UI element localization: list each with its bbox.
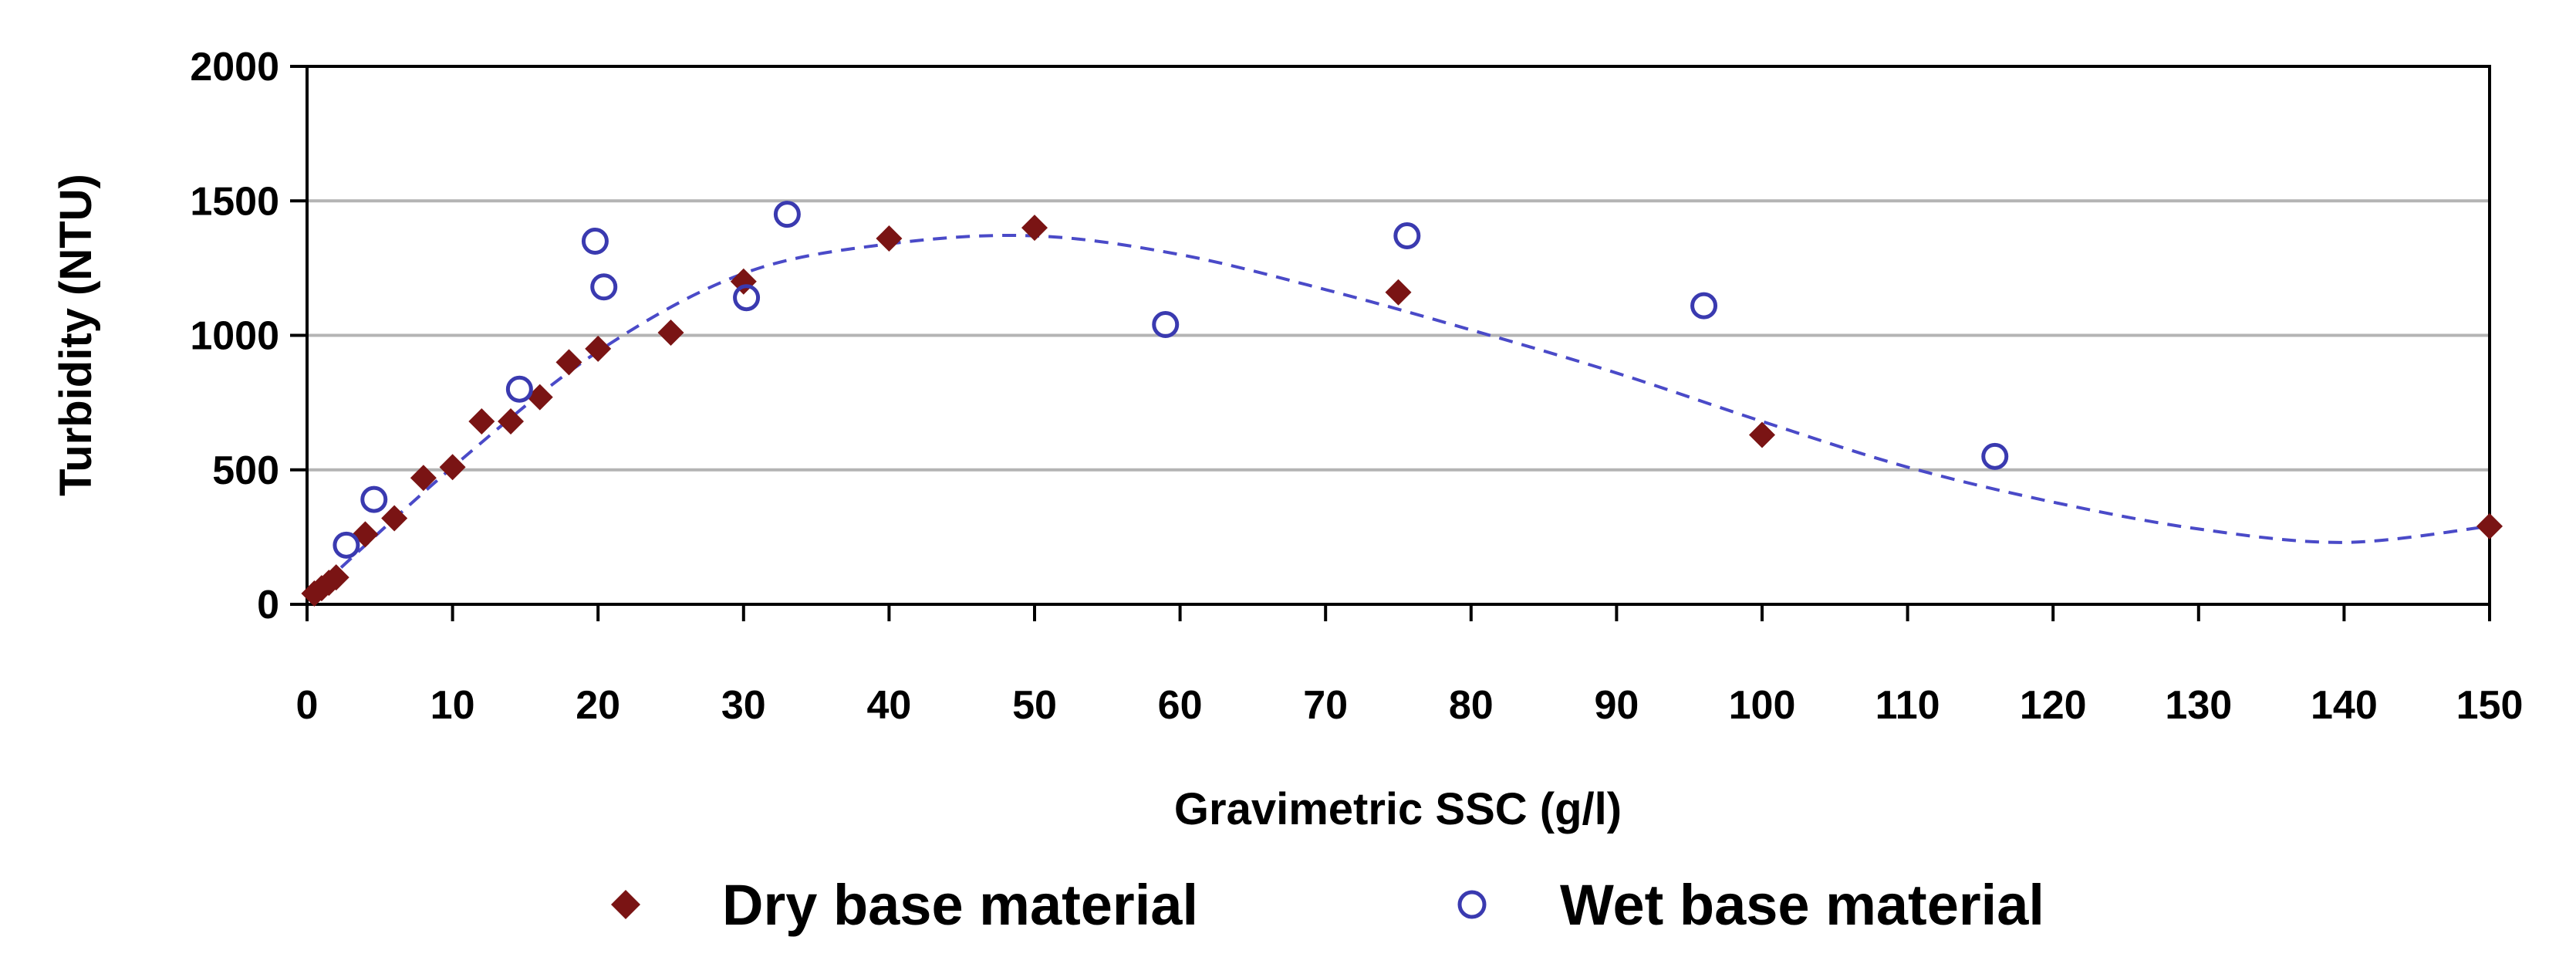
y-tick-label: 1000 (190, 314, 279, 359)
legend-dry-label: Dry base material (722, 873, 1198, 937)
x-tick-label: 10 (430, 683, 475, 728)
data-points (301, 201, 2503, 607)
dry-base-point (381, 505, 408, 532)
x-tick-label: 120 (2020, 683, 2087, 728)
x-tick-label: 100 (1729, 683, 1796, 728)
wet-base-point (1393, 222, 1421, 250)
wet-base-point (333, 531, 360, 559)
trend-line (306, 233, 2490, 600)
dry-base-point (439, 454, 466, 481)
legend-wet-marker (1457, 890, 1487, 919)
dry-base-point (410, 465, 437, 492)
x-tick-label: 70 (1303, 683, 1348, 728)
y-tick-label: 0 (257, 583, 279, 627)
x-tick-label: 110 (1875, 683, 1940, 728)
legend: Dry base material Wet base material (611, 873, 2044, 937)
dry-base-point (1749, 421, 1775, 448)
wet-base-point (360, 485, 388, 513)
legend-dry-marker (611, 890, 640, 919)
dry-base-point (730, 268, 757, 295)
wet-base-point (581, 228, 609, 255)
wet-base-point (1981, 442, 2009, 470)
dry-base-point (468, 408, 495, 435)
dry-base-point (1021, 215, 1048, 242)
x-tick-label: 50 (1012, 683, 1057, 728)
dry-base-point (322, 564, 349, 591)
dry-base-point (657, 320, 684, 347)
dry-base-point (526, 384, 553, 411)
y-axis-title: Turbidity (NTU) (51, 174, 101, 496)
dry-base-point (2476, 512, 2503, 539)
x-tick-label: 20 (576, 683, 620, 728)
trend-line-group (306, 233, 2490, 600)
wet-base-point (773, 201, 801, 228)
x-tick-label: 90 (1594, 683, 1639, 728)
y-tick-label: 1500 (190, 179, 279, 224)
x-tick-label: 140 (2311, 683, 2378, 728)
x-tick-label: 80 (1449, 683, 1494, 728)
wet-base-point (590, 273, 618, 301)
dry-base-point (498, 408, 525, 435)
y-tick-label: 500 (212, 448, 279, 493)
dry-base-point (1385, 279, 1412, 306)
x-tick-label: 0 (296, 683, 319, 728)
dry-base-point (876, 225, 903, 252)
wet-base-point (733, 284, 761, 312)
x-tick-label: 150 (2456, 683, 2524, 728)
wet-base-point (1152, 311, 1180, 339)
y-tick-label: 2000 (190, 45, 279, 90)
wet-base-point (1690, 292, 1718, 320)
x-tick-label: 130 (2165, 683, 2232, 728)
x-tick-label: 40 (866, 683, 911, 728)
legend-wet-label: Wet base material (1560, 873, 2044, 937)
axis-ticks (290, 65, 2491, 621)
dry-base-point (555, 349, 582, 376)
wet-base-point (505, 375, 533, 403)
x-tick-label: 60 (1158, 683, 1203, 728)
dry-base-point (585, 335, 612, 362)
x-tick-label: 30 (721, 683, 766, 728)
axis-tick-labels: 0 500 1000 1500 2000 0 10 20 30 40 50 60 70 80 90 100 11… (190, 45, 2523, 728)
x-axis-title: Gravimetric SSC (g/l) (1174, 784, 1622, 834)
